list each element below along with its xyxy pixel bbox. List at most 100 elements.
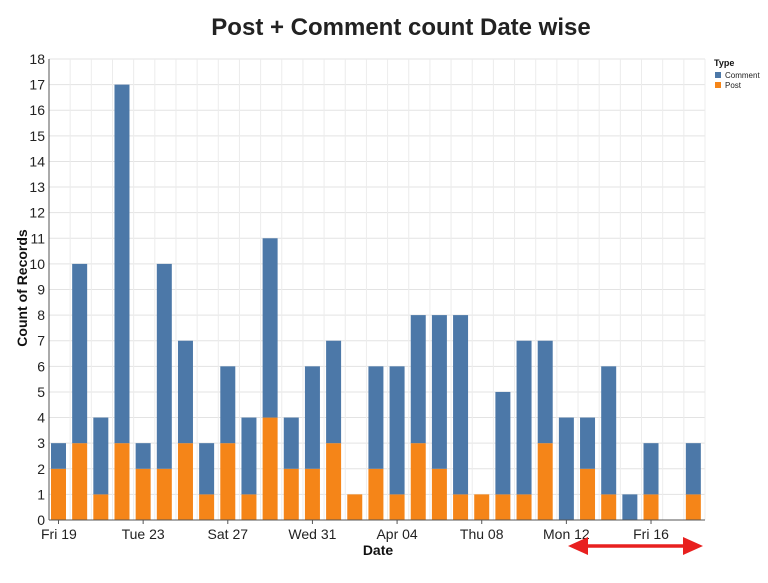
bar-post xyxy=(495,494,511,520)
y-tick-label: 6 xyxy=(37,358,45,374)
bar-comment xyxy=(389,366,405,495)
legend-label-comment: Comment xyxy=(725,71,760,80)
x-tick-labels: Fri 19 Tue 23 Sat 27 Wed 31 Apr 04 Thu 08 Mon … xyxy=(41,526,669,542)
bar-comment xyxy=(410,315,426,444)
arrow-head-left xyxy=(568,537,588,555)
bar-post xyxy=(601,494,617,520)
y-tick-label: 14 xyxy=(29,153,45,169)
bar-comment xyxy=(516,340,532,495)
bar-post xyxy=(51,468,66,520)
bar-post xyxy=(537,443,553,520)
bar-comment xyxy=(156,263,172,469)
bar-comment xyxy=(495,391,511,495)
legend-label-post: Post xyxy=(725,81,742,90)
y-tick-label: 2 xyxy=(37,461,45,477)
bar-post xyxy=(431,468,447,520)
bar-post xyxy=(685,494,701,520)
bar-comment xyxy=(685,443,701,495)
x-tick-label: Tue 23 xyxy=(122,526,165,542)
x-tick-label: Sat 27 xyxy=(208,526,249,542)
bar-comment xyxy=(220,366,236,444)
bar-comment xyxy=(199,443,215,495)
bar-comment xyxy=(241,417,257,495)
bar-post xyxy=(220,443,236,520)
x-tick-label: Wed 31 xyxy=(288,526,336,542)
bar-post xyxy=(389,494,405,520)
bar-comment xyxy=(368,366,384,469)
y-tick-label: 1 xyxy=(37,486,45,502)
bar-comment xyxy=(537,340,553,444)
bar-post xyxy=(135,468,151,520)
bar-comment xyxy=(643,443,659,495)
bar-comment xyxy=(622,494,638,520)
bar-comment xyxy=(558,417,574,520)
bar-comment xyxy=(580,417,596,469)
bar-post xyxy=(474,494,490,520)
bar-post xyxy=(283,468,299,520)
y-tick-label: 5 xyxy=(37,384,45,400)
bar-post xyxy=(114,443,130,520)
x-tick-label: Mon 12 xyxy=(543,526,590,542)
bar-post xyxy=(199,494,215,520)
bar-comment xyxy=(114,84,130,444)
bar-comment xyxy=(72,263,88,444)
x-tick-label: Fri 16 xyxy=(633,526,669,542)
bar-post xyxy=(410,443,426,520)
bar-post xyxy=(262,417,278,520)
bar-post xyxy=(326,443,342,520)
bar-post xyxy=(453,494,469,520)
bar-comment xyxy=(283,417,299,469)
bar-comment xyxy=(135,443,151,469)
legend-swatch-post xyxy=(715,82,721,88)
x-tick-label: Apr 04 xyxy=(376,526,417,542)
bar-post xyxy=(347,494,363,520)
y-tick-label: 17 xyxy=(29,77,45,93)
y-tick-label: 3 xyxy=(37,435,45,451)
bar-post xyxy=(304,468,320,520)
legend-title: Type xyxy=(714,58,734,68)
bar-post xyxy=(93,494,109,520)
bar-comment xyxy=(601,366,617,495)
x-tick-label: Thu 08 xyxy=(460,526,504,542)
x-axis-title: Date xyxy=(363,542,394,558)
bar-comment xyxy=(431,315,447,469)
bar-post xyxy=(580,468,596,520)
bar-comment xyxy=(93,417,109,495)
y-tick-label: 4 xyxy=(37,410,45,426)
x-tick-label: Fri 19 xyxy=(41,526,77,542)
red-double-arrow-annotation xyxy=(568,537,703,555)
y-tick-label: 16 xyxy=(29,102,45,118)
bar-comment xyxy=(304,366,320,469)
y-tick-label: 7 xyxy=(37,333,45,349)
bar-post xyxy=(177,443,193,520)
chart-title: Post + Comment count Date wise xyxy=(211,14,590,41)
y-tick-label: 13 xyxy=(29,179,45,195)
legend-swatch-comment xyxy=(715,72,721,78)
y-tick-label: 15 xyxy=(29,128,45,144)
y-tick-label: 11 xyxy=(30,230,45,246)
y-tick-label: 12 xyxy=(29,205,45,221)
bar-post xyxy=(643,494,659,520)
y-tick-label: 8 xyxy=(37,307,45,323)
bar-post xyxy=(368,468,384,520)
axes xyxy=(48,59,705,524)
y-tick-label: 10 xyxy=(29,256,45,272)
bar-post xyxy=(516,494,532,520)
bar-post xyxy=(72,443,88,520)
y-tick-label: 18 xyxy=(29,51,45,67)
bars xyxy=(51,84,701,520)
arrow-head-right xyxy=(683,537,703,555)
y-tick-label: 9 xyxy=(37,282,45,298)
bar-comment xyxy=(453,315,469,495)
y-axis-title: Count of Records xyxy=(14,229,30,347)
bar-post xyxy=(241,494,257,520)
bar-comment xyxy=(262,238,278,418)
bar-comment xyxy=(326,340,342,444)
y-tick-label: 0 xyxy=(37,512,45,528)
bar-post xyxy=(156,468,172,520)
bar-comment xyxy=(51,443,66,469)
bar-comment xyxy=(177,340,193,444)
